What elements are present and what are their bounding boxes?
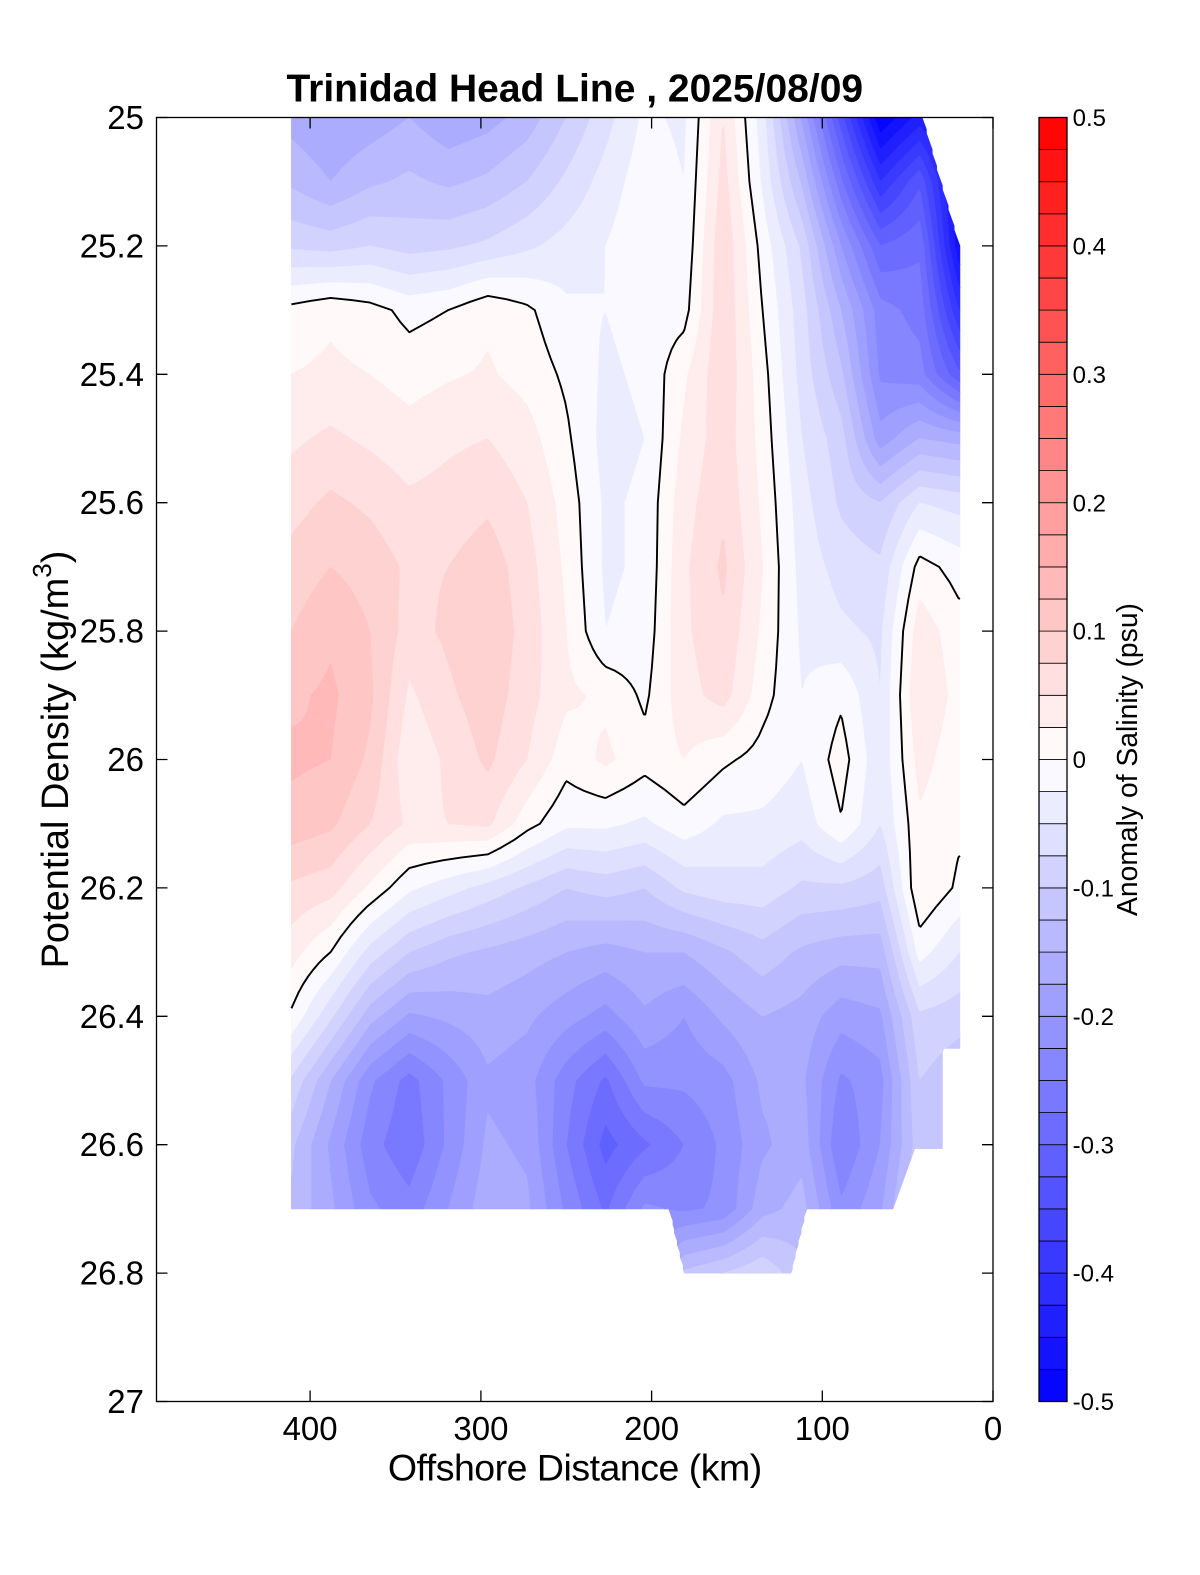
svg-text:Offshore Distance (km): Offshore Distance (km) (388, 1447, 762, 1489)
svg-text:0.2: 0.2 (1073, 490, 1106, 517)
svg-text:25.4: 25.4 (80, 356, 144, 393)
svg-text:400: 400 (283, 1410, 338, 1447)
svg-text:Anomaly of Salinity (psu): Anomaly of Salinity (psu) (1111, 603, 1143, 916)
svg-text:300: 300 (453, 1410, 508, 1447)
svg-text:-0.5: -0.5 (1073, 1389, 1114, 1416)
svg-text:0: 0 (1073, 747, 1086, 774)
svg-text:25.6: 25.6 (80, 484, 144, 521)
svg-text:0: 0 (984, 1410, 1002, 1447)
svg-text:-0.3: -0.3 (1073, 1132, 1114, 1159)
svg-text:0.3: 0.3 (1073, 362, 1106, 389)
svg-text:27: 27 (107, 1383, 144, 1420)
svg-text:Potential Density (kg/m3): Potential Density (kg/m3) (27, 551, 77, 969)
svg-text:0.4: 0.4 (1073, 234, 1106, 261)
svg-text:-0.4: -0.4 (1073, 1261, 1114, 1288)
svg-text:100: 100 (795, 1410, 850, 1447)
svg-text:26: 26 (107, 741, 144, 778)
svg-text:0.5: 0.5 (1073, 105, 1106, 132)
svg-text:-0.2: -0.2 (1073, 1004, 1114, 1031)
svg-text:-0.1: -0.1 (1073, 876, 1114, 903)
svg-text:26.6: 26.6 (80, 1126, 144, 1163)
svg-text:26.4: 26.4 (80, 998, 144, 1035)
svg-text:0.1: 0.1 (1073, 619, 1106, 646)
svg-text:25.8: 25.8 (80, 613, 144, 650)
svg-text:25: 25 (107, 99, 144, 136)
svg-text:26.2: 26.2 (80, 869, 144, 906)
svg-text:26.8: 26.8 (80, 1255, 144, 1292)
svg-text:Trinidad Head Line , 2025/08/0: Trinidad Head Line , 2025/08/09 (287, 68, 864, 111)
svg-text:25.2: 25.2 (80, 227, 144, 264)
svg-text:200: 200 (624, 1410, 679, 1447)
